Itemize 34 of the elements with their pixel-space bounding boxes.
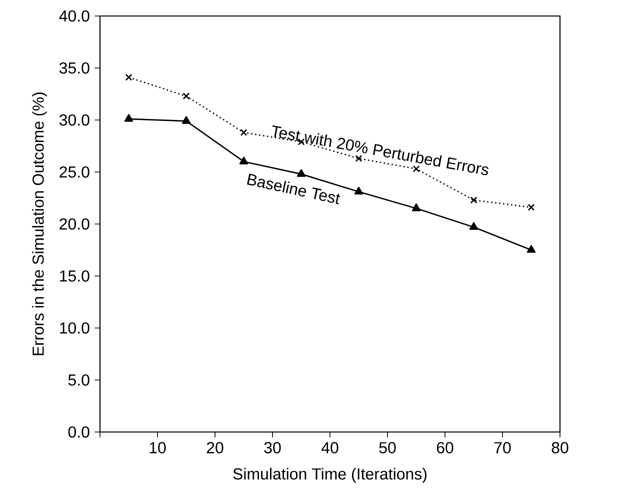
x-tick-label: 50 xyxy=(379,442,396,454)
point xyxy=(528,204,535,211)
y-tick-label: 0.0 xyxy=(68,426,90,438)
point xyxy=(240,128,248,136)
x-tick-label: 80 xyxy=(552,442,568,454)
point xyxy=(182,92,190,100)
y-tick-label: 5.0 xyxy=(68,374,90,386)
y-tick-label: 25.0 xyxy=(60,166,90,178)
y-axis-title: Errors in the Simulation Outcome (%) xyxy=(32,92,47,356)
point xyxy=(124,114,134,122)
point xyxy=(412,203,421,212)
point xyxy=(354,186,364,195)
x-tick-label: 70 xyxy=(494,442,511,454)
point xyxy=(526,245,536,253)
y-tick-label: 30.0 xyxy=(59,114,90,126)
point xyxy=(125,74,132,81)
x-tick-label: 40 xyxy=(321,442,338,454)
x-tick-label: 60 xyxy=(436,442,454,454)
point xyxy=(470,196,478,204)
point xyxy=(182,116,191,124)
point xyxy=(239,156,248,164)
x-tick-label: 10 xyxy=(150,442,166,454)
y-tick-label: 20.0 xyxy=(60,218,90,230)
x-tick-label: 20 xyxy=(206,442,224,454)
point xyxy=(355,154,362,162)
text: Baseline Test xyxy=(246,174,340,204)
x-tick-label: 30 xyxy=(264,442,281,454)
y-tick-label: 40.0 xyxy=(59,10,90,22)
text: Test with 20% Perturbed Errors xyxy=(272,125,488,176)
point xyxy=(469,222,478,230)
x-axis-title: Simulation Time (Iterations) xyxy=(233,468,426,483)
y-tick-label: 15.0 xyxy=(60,270,90,282)
y-tick-label: 35.0 xyxy=(59,62,90,74)
y-tick-label: 10.0 xyxy=(60,322,90,334)
